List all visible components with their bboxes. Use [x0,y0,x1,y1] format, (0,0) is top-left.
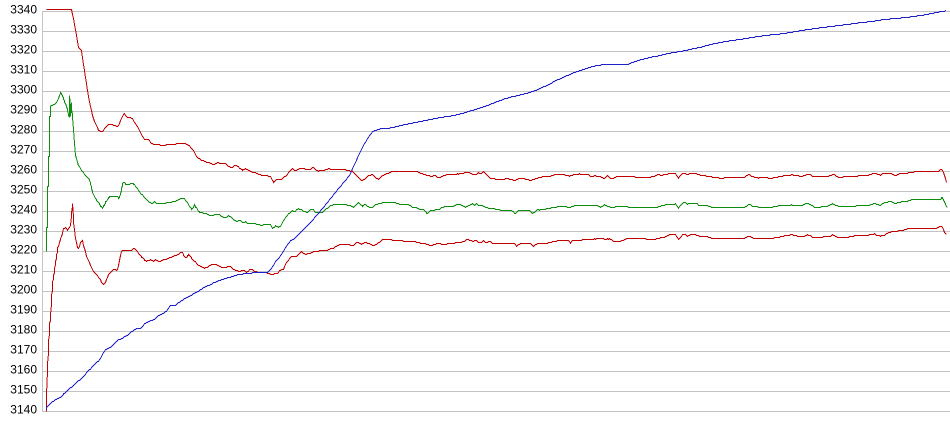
svg-text:3300: 3300 [10,83,37,97]
svg-text:3340: 3340 [10,3,37,17]
svg-text:3310: 3310 [10,63,37,77]
svg-text:3200: 3200 [10,283,37,297]
svg-text:3190: 3190 [10,303,37,317]
svg-text:3170: 3170 [10,343,37,357]
svg-text:3330: 3330 [10,23,37,37]
svg-text:3180: 3180 [10,323,37,337]
svg-text:3240: 3240 [10,203,37,217]
svg-text:3290: 3290 [10,103,37,117]
svg-text:3140: 3140 [10,403,37,417]
svg-text:3250: 3250 [10,183,37,197]
svg-text:3270: 3270 [10,143,37,157]
svg-text:3150: 3150 [10,383,37,397]
svg-text:3280: 3280 [10,123,37,137]
svg-text:3260: 3260 [10,163,37,177]
svg-text:3160: 3160 [10,363,37,377]
svg-text:3220: 3220 [10,243,37,257]
svg-text:3230: 3230 [10,223,37,237]
svg-text:3320: 3320 [10,43,37,57]
svg-text:3210: 3210 [10,263,37,277]
